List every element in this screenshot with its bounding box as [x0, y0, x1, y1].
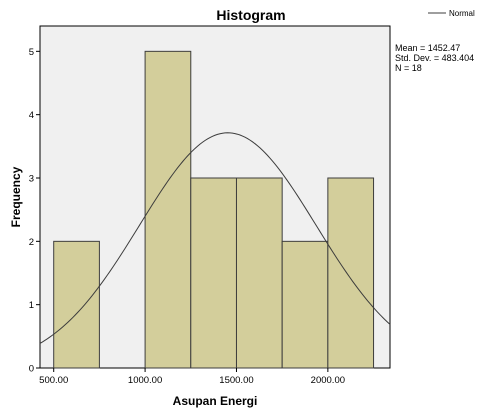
normal-curve — [39, 132, 391, 344]
bar-3 — [190, 177, 237, 369]
bar-4 — [235, 177, 283, 369]
chart-title: Histogram — [216, 7, 285, 23]
x-axis-label: Asupan Energi — [173, 394, 258, 408]
stats-block: Mean = 1452.47 Std. Dev. = 483.404 N = 1… — [395, 43, 474, 73]
stats-n: N = 18 — [395, 63, 422, 73]
y-axis-label: Frequency — [9, 166, 23, 227]
y-tick-label-4: 4 — [29, 110, 34, 121]
legend-label-normal: Normal — [449, 9, 475, 18]
legend: Normal — [428, 9, 475, 18]
bar-0 — [53, 240, 100, 369]
y-tick-label-5: 5 — [29, 47, 34, 58]
x-tick-label-0: 500.00 — [39, 375, 68, 386]
bar-2 — [144, 50, 192, 369]
bars — [53, 50, 375, 369]
x-tick-label-3: 2000.00 — [311, 375, 345, 386]
bar-6 — [327, 177, 375, 369]
y-axis: 0 1 2 3 4 5 — [29, 47, 40, 375]
stats-mean: Mean = 1452.47 — [395, 43, 460, 53]
stats-std-dev: Std. Dev. = 483.404 — [395, 53, 474, 63]
x-axis: 500.00 1000.00 1500.00 2000.00 — [39, 368, 345, 386]
bar-5 — [281, 240, 329, 369]
y-tick-label-0: 0 — [29, 364, 34, 375]
x-tick-label-2: 1500.00 — [219, 375, 253, 386]
y-tick-label-3: 3 — [29, 174, 34, 185]
y-tick-label-1: 1 — [29, 300, 34, 311]
x-tick-label-1: 1000.00 — [128, 375, 162, 386]
y-tick-label-2: 2 — [29, 237, 34, 248]
